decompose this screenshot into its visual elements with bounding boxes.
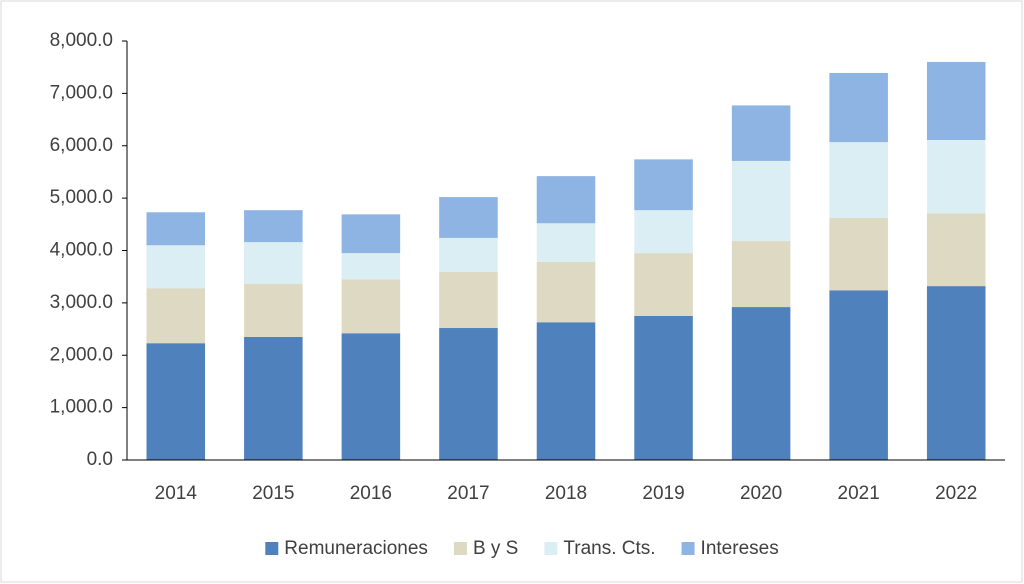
y-tick-label: 0.0 bbox=[87, 449, 113, 470]
bar-segment bbox=[926, 286, 986, 460]
bar-segment bbox=[634, 315, 693, 460]
legend: Remuneraciones B y S Trans. Cts. Intereses bbox=[265, 538, 779, 559]
bar-segment bbox=[439, 271, 498, 329]
bar-segment bbox=[341, 214, 401, 254]
legend-swatch bbox=[681, 542, 695, 555]
legend-swatch bbox=[453, 542, 467, 555]
bar-segment bbox=[829, 290, 888, 460]
y-tick-label: 6,000.0 bbox=[50, 135, 113, 156]
x-tick-label: 2019 bbox=[642, 483, 684, 504]
y-tick-label: 5,000.0 bbox=[50, 187, 113, 208]
y-tick-label: 2,000.0 bbox=[50, 344, 113, 365]
bar-segment bbox=[634, 210, 693, 254]
legend-swatch bbox=[544, 542, 558, 555]
bar-segment bbox=[829, 142, 888, 219]
y-tick-label: 8,000.0 bbox=[50, 30, 113, 51]
bar-segment bbox=[731, 160, 791, 242]
bar-segment bbox=[829, 72, 888, 143]
bar-segment bbox=[926, 139, 986, 214]
bar-segment bbox=[244, 242, 303, 285]
legend-label: Trans. Cts. bbox=[563, 538, 655, 559]
x-tick-label: 2020 bbox=[740, 483, 782, 504]
y-tick-label: 3,000.0 bbox=[50, 292, 113, 313]
bar-segment bbox=[731, 241, 791, 308]
bar-segment bbox=[439, 197, 498, 238]
legend-label: B y S bbox=[473, 538, 518, 559]
y-tick-label: 7,000.0 bbox=[50, 82, 113, 103]
bar-segment bbox=[536, 262, 596, 323]
y-tick-label: 4,000.0 bbox=[50, 240, 113, 261]
legend-label: Intereses bbox=[701, 538, 779, 559]
bar-segment bbox=[341, 253, 401, 280]
bar-segment bbox=[829, 218, 888, 291]
legend-label: Remuneraciones bbox=[284, 538, 428, 559]
bar-segment bbox=[926, 213, 986, 287]
bar-segment bbox=[341, 279, 401, 334]
bar-segment bbox=[731, 307, 791, 460]
bar-segment bbox=[536, 176, 596, 224]
bar-segment bbox=[536, 223, 596, 263]
bar-segment bbox=[146, 288, 206, 344]
bar-segment bbox=[244, 284, 303, 337]
bar-segment bbox=[439, 237, 498, 272]
legend-swatch bbox=[265, 542, 279, 555]
bar-segment bbox=[146, 343, 206, 460]
x-tick-label: 2014 bbox=[155, 483, 198, 504]
bar-segment bbox=[439, 328, 498, 460]
bar-segment bbox=[926, 61, 986, 140]
bar-segment bbox=[244, 210, 303, 243]
x-tick-label: 2015 bbox=[252, 483, 294, 504]
x-tick-label: 2018 bbox=[545, 483, 587, 504]
x-tick-label: 2022 bbox=[935, 483, 977, 504]
bar-segment bbox=[731, 105, 791, 161]
bar-segment bbox=[341, 333, 401, 460]
bar-segment bbox=[146, 212, 206, 246]
x-tick-label: 2016 bbox=[350, 483, 392, 504]
bar-segment bbox=[536, 322, 596, 460]
y-tick-label: 1,000.0 bbox=[50, 397, 113, 418]
bar-segment bbox=[244, 336, 303, 460]
x-tick-label: 2021 bbox=[838, 483, 880, 504]
bar-segment bbox=[146, 245, 206, 289]
x-tick-label: 2017 bbox=[447, 483, 489, 504]
bar-segment bbox=[634, 159, 693, 211]
bar-segment bbox=[634, 253, 693, 316]
